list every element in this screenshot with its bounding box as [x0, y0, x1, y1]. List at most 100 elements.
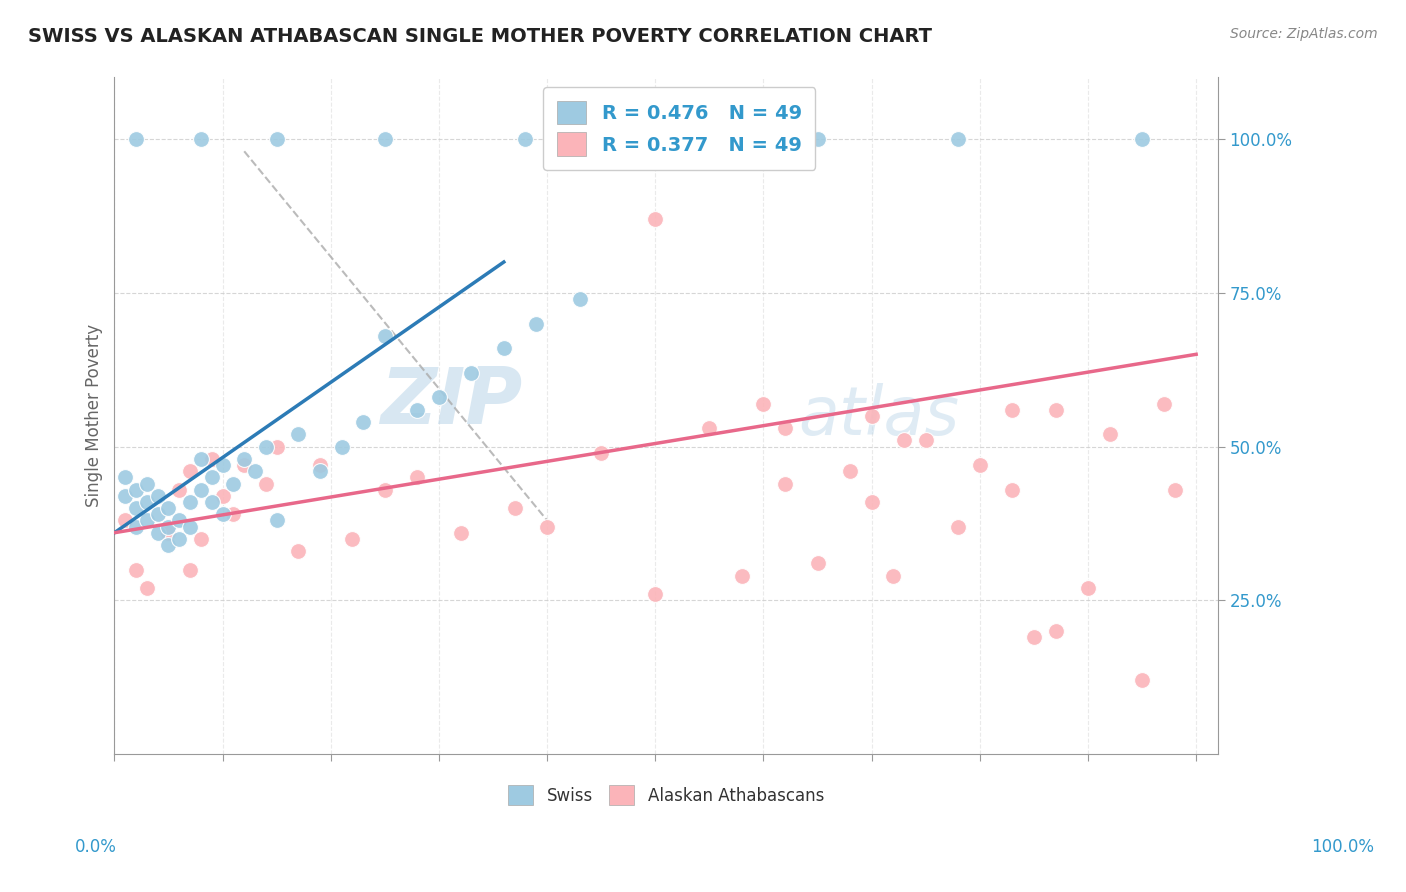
- Point: [125, 501, 148, 516]
- Point: [946, 132, 969, 146]
- Point: [1098, 427, 1121, 442]
- Point: [1001, 483, 1024, 497]
- Point: [287, 427, 309, 442]
- Point: [157, 538, 180, 552]
- Point: [374, 483, 396, 497]
- Point: [114, 470, 136, 484]
- Point: [201, 495, 224, 509]
- Point: [254, 476, 277, 491]
- Point: [125, 563, 148, 577]
- Point: [1045, 624, 1067, 639]
- Point: [211, 489, 233, 503]
- Point: [568, 292, 591, 306]
- Point: [157, 501, 180, 516]
- Point: [773, 421, 796, 435]
- Point: [125, 483, 148, 497]
- Point: [1022, 630, 1045, 644]
- Point: [243, 464, 266, 478]
- Point: [839, 464, 862, 478]
- Text: Source: ZipAtlas.com: Source: ZipAtlas.com: [1230, 27, 1378, 41]
- Legend: Swiss, Alaskan Athabascans: Swiss, Alaskan Athabascans: [499, 777, 832, 814]
- Point: [125, 519, 148, 533]
- Point: [135, 495, 157, 509]
- Point: [233, 451, 256, 466]
- Point: [266, 440, 288, 454]
- Point: [114, 489, 136, 503]
- Point: [492, 341, 515, 355]
- Point: [157, 519, 180, 533]
- Point: [450, 525, 472, 540]
- Text: SWISS VS ALASKAN ATHABASCAN SINGLE MOTHER POVERTY CORRELATION CHART: SWISS VS ALASKAN ATHABASCAN SINGLE MOTHE…: [28, 27, 932, 45]
- Point: [860, 409, 883, 423]
- Point: [287, 544, 309, 558]
- Point: [882, 569, 904, 583]
- Point: [806, 557, 828, 571]
- Point: [222, 508, 245, 522]
- Y-axis label: Single Mother Poverty: Single Mother Poverty: [86, 325, 103, 508]
- Text: 0.0%: 0.0%: [75, 838, 117, 855]
- Point: [1153, 396, 1175, 410]
- Point: [146, 508, 169, 522]
- Point: [157, 525, 180, 540]
- Point: [946, 519, 969, 533]
- Point: [266, 132, 288, 146]
- Point: [190, 132, 212, 146]
- Point: [1001, 402, 1024, 417]
- Point: [179, 519, 201, 533]
- Point: [233, 458, 256, 472]
- Point: [644, 587, 666, 601]
- Point: [222, 476, 245, 491]
- Point: [266, 513, 288, 527]
- Point: [374, 132, 396, 146]
- Point: [752, 396, 775, 410]
- Point: [190, 451, 212, 466]
- Point: [179, 563, 201, 577]
- Point: [135, 581, 157, 595]
- Point: [591, 446, 613, 460]
- Point: [406, 402, 429, 417]
- Point: [201, 451, 224, 466]
- Point: [374, 329, 396, 343]
- Point: [125, 132, 148, 146]
- Point: [460, 366, 482, 380]
- Point: [699, 132, 721, 146]
- Point: [342, 532, 364, 546]
- Text: 100.0%: 100.0%: [1312, 838, 1374, 855]
- Point: [806, 132, 828, 146]
- Point: [169, 513, 191, 527]
- Point: [503, 501, 526, 516]
- Point: [179, 464, 201, 478]
- Point: [190, 483, 212, 497]
- Point: [309, 458, 332, 472]
- Point: [427, 390, 450, 404]
- Point: [1045, 402, 1067, 417]
- Point: [190, 532, 212, 546]
- Point: [969, 458, 991, 472]
- Point: [201, 470, 224, 484]
- Point: [914, 434, 936, 448]
- Text: atlas: atlas: [799, 383, 960, 449]
- Point: [135, 513, 157, 527]
- Point: [773, 476, 796, 491]
- Point: [211, 458, 233, 472]
- Point: [731, 569, 754, 583]
- Point: [254, 440, 277, 454]
- Text: ZIP: ZIP: [381, 364, 523, 441]
- Point: [179, 495, 201, 509]
- Point: [330, 440, 353, 454]
- Point: [536, 519, 558, 533]
- Point: [211, 508, 233, 522]
- Point: [1130, 673, 1153, 688]
- Point: [1163, 483, 1185, 497]
- Point: [406, 470, 429, 484]
- Point: [135, 476, 157, 491]
- Point: [146, 489, 169, 503]
- Point: [893, 434, 915, 448]
- Point: [860, 495, 883, 509]
- Point: [699, 421, 721, 435]
- Point: [1077, 581, 1099, 595]
- Point: [644, 211, 666, 226]
- Point: [1130, 132, 1153, 146]
- Point: [515, 132, 537, 146]
- Point: [114, 513, 136, 527]
